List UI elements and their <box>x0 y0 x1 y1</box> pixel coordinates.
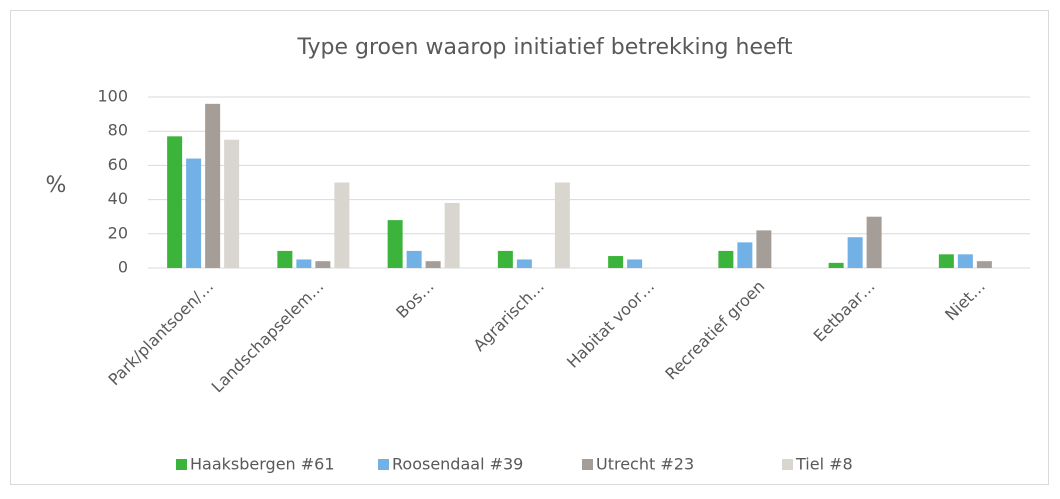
y-tick-label: 60 <box>108 155 128 174</box>
bar <box>167 136 183 268</box>
legend-label: Roosendaal #39 <box>392 455 523 474</box>
bar <box>608 256 624 268</box>
y-tick-label: 20 <box>108 223 128 242</box>
legend-swatch <box>176 459 187 470</box>
bar <box>296 259 312 268</box>
legend-label: Tiel #8 <box>795 455 853 474</box>
bar <box>224 139 240 268</box>
y-tick-label: 100 <box>97 87 128 106</box>
y-tick-label: 0 <box>118 258 128 277</box>
bar <box>627 259 643 268</box>
bar <box>938 254 954 268</box>
bar <box>718 250 734 268</box>
legend-swatch <box>582 459 593 470</box>
bar <box>554 182 570 268</box>
bar <box>828 262 844 268</box>
legend-swatch <box>378 459 389 470</box>
bar <box>277 250 293 268</box>
bar <box>737 242 753 268</box>
chart-title: Type groen waarop initiatief betrekking … <box>296 35 792 60</box>
bar <box>847 237 863 268</box>
legend-label: Haaksbergen #61 <box>190 455 335 474</box>
bar <box>425 261 441 268</box>
y-axis-label: % <box>46 173 67 198</box>
bar <box>315 261 331 268</box>
bar <box>866 216 882 268</box>
bar <box>756 230 772 268</box>
bar <box>444 203 460 268</box>
bar <box>387 220 403 268</box>
y-tick-label: 40 <box>108 189 128 208</box>
bar <box>406 250 422 268</box>
bar <box>516 259 532 268</box>
legend-label: Utrecht #23 <box>596 455 694 474</box>
bar <box>186 158 202 268</box>
y-tick-label: 80 <box>108 121 128 140</box>
chart-border <box>10 10 1049 485</box>
bar <box>957 254 973 268</box>
bar <box>497 250 513 268</box>
bar <box>976 261 992 268</box>
bar <box>205 103 221 268</box>
bar <box>334 182 350 268</box>
legend-swatch <box>782 459 793 470</box>
